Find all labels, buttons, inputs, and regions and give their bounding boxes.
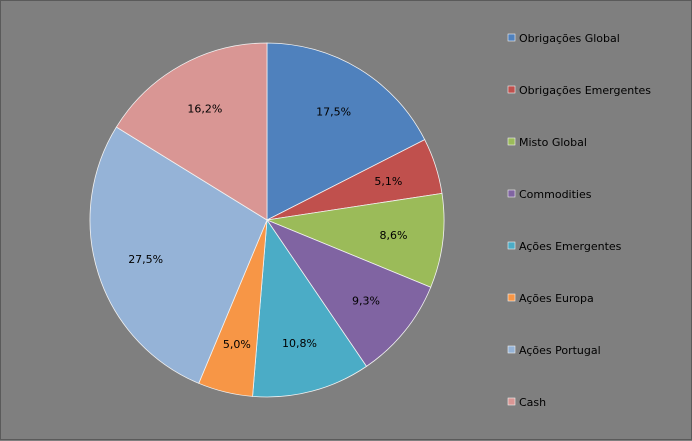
legend-swatch-4 bbox=[507, 189, 516, 198]
legend-label-3: Misto Global bbox=[519, 136, 587, 149]
legend-label-8: Cash bbox=[519, 396, 546, 409]
legend-label-6: Ações Europa bbox=[519, 292, 594, 305]
pie-slice-5 bbox=[252, 218, 368, 398]
pie-slices bbox=[89, 42, 445, 398]
data-label-8: 16,2% bbox=[187, 103, 222, 116]
pie-slice-4 bbox=[265, 219, 432, 367]
data-label-1: 17,5% bbox=[316, 105, 351, 118]
legend-label-1: Obrigações Global bbox=[519, 32, 620, 45]
legend-label-7: Ações Portugal bbox=[519, 344, 601, 357]
legend-swatch-8 bbox=[507, 397, 516, 406]
pie-slice-3 bbox=[265, 192, 445, 288]
pie-slice-1 bbox=[266, 42, 426, 221]
data-label-6: 5,0% bbox=[223, 338, 251, 351]
legend: Obrigações Global Obrigações Emergentes Mi… bbox=[507, 32, 651, 409]
data-label-4: 9,3% bbox=[352, 294, 380, 307]
data-label-5: 10,8% bbox=[282, 337, 317, 350]
legend-swatch-1 bbox=[507, 33, 516, 42]
data-label-3: 8,6% bbox=[380, 229, 408, 242]
data-label-2: 5,1% bbox=[374, 175, 402, 188]
pie-slice-7 bbox=[89, 126, 268, 384]
legend-swatch-6 bbox=[507, 293, 516, 302]
legend-label-4: Commodities bbox=[519, 188, 592, 201]
legend-label-5: Ações Emergentes bbox=[519, 240, 622, 253]
legend-swatch-3 bbox=[507, 137, 516, 146]
pie-slice-8 bbox=[115, 42, 268, 221]
legend-swatch-5 bbox=[507, 241, 516, 250]
data-labels: 17,5% 5,1% 8,6% 9,3% 10,8% 5,0% 27,5% 16,2% bbox=[128, 103, 407, 351]
legend-swatch-7 bbox=[507, 345, 516, 354]
data-label-7: 27,5% bbox=[128, 253, 163, 266]
legend-swatch-2 bbox=[507, 85, 516, 94]
legend-label-2: Obrigações Emergentes bbox=[519, 84, 651, 97]
